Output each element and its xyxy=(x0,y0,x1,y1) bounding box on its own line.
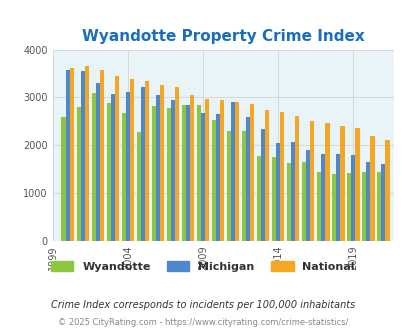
Bar xyxy=(215,114,220,241)
Bar xyxy=(369,136,374,241)
Bar xyxy=(106,103,111,241)
Bar xyxy=(290,142,294,241)
Bar xyxy=(346,173,350,241)
Bar xyxy=(115,76,119,241)
Bar xyxy=(384,141,389,241)
Bar xyxy=(111,93,115,241)
Bar xyxy=(324,123,329,241)
Bar xyxy=(160,85,164,241)
Bar xyxy=(70,68,74,241)
Bar xyxy=(339,126,344,241)
Bar xyxy=(151,106,156,241)
Bar xyxy=(309,121,314,241)
Bar xyxy=(220,100,224,241)
Bar xyxy=(275,143,279,241)
Bar xyxy=(171,100,175,241)
Bar xyxy=(185,105,190,241)
Bar xyxy=(354,128,359,241)
Bar xyxy=(279,112,284,241)
Bar xyxy=(234,102,239,241)
Bar xyxy=(200,113,205,241)
Bar xyxy=(376,173,380,241)
Bar xyxy=(156,95,160,241)
Bar xyxy=(136,132,141,241)
Bar xyxy=(175,87,179,241)
Bar xyxy=(350,155,354,241)
Bar xyxy=(301,162,305,241)
Bar xyxy=(96,83,100,241)
Bar xyxy=(316,172,320,241)
Bar xyxy=(245,117,249,241)
Bar xyxy=(145,81,149,241)
Bar xyxy=(226,131,230,241)
Legend: Wyandotte, Michigan, National: Wyandotte, Michigan, National xyxy=(47,257,358,277)
Bar xyxy=(256,156,260,241)
Bar xyxy=(76,107,81,241)
Bar xyxy=(264,110,269,241)
Bar xyxy=(271,157,275,241)
Bar xyxy=(100,70,104,241)
Bar xyxy=(365,162,369,241)
Bar xyxy=(166,108,171,241)
Bar xyxy=(294,116,299,241)
Bar xyxy=(91,92,96,241)
Bar xyxy=(126,92,130,241)
Text: Crime Index corresponds to incidents per 100,000 inhabitants: Crime Index corresponds to incidents per… xyxy=(51,300,354,310)
Bar xyxy=(130,79,134,241)
Bar xyxy=(241,131,245,241)
Bar xyxy=(249,104,254,241)
Bar xyxy=(305,150,309,241)
Bar xyxy=(211,120,215,241)
Title: Wyandotte Property Crime Index: Wyandotte Property Crime Index xyxy=(82,29,364,44)
Bar xyxy=(196,105,200,241)
Text: © 2025 CityRating.com - https://www.cityrating.com/crime-statistics/: © 2025 CityRating.com - https://www.city… xyxy=(58,318,347,327)
Bar xyxy=(230,102,234,241)
Bar xyxy=(205,99,209,241)
Bar xyxy=(286,163,290,241)
Bar xyxy=(260,129,264,241)
Bar xyxy=(320,154,324,241)
Bar xyxy=(361,172,365,241)
Bar xyxy=(335,154,339,241)
Bar xyxy=(331,174,335,241)
Bar xyxy=(81,71,85,241)
Bar xyxy=(181,105,185,241)
Bar xyxy=(380,164,384,241)
Bar xyxy=(85,66,89,241)
Bar xyxy=(141,87,145,241)
Bar xyxy=(190,95,194,241)
Bar xyxy=(121,113,126,241)
Bar xyxy=(66,70,70,241)
Bar xyxy=(61,117,66,241)
